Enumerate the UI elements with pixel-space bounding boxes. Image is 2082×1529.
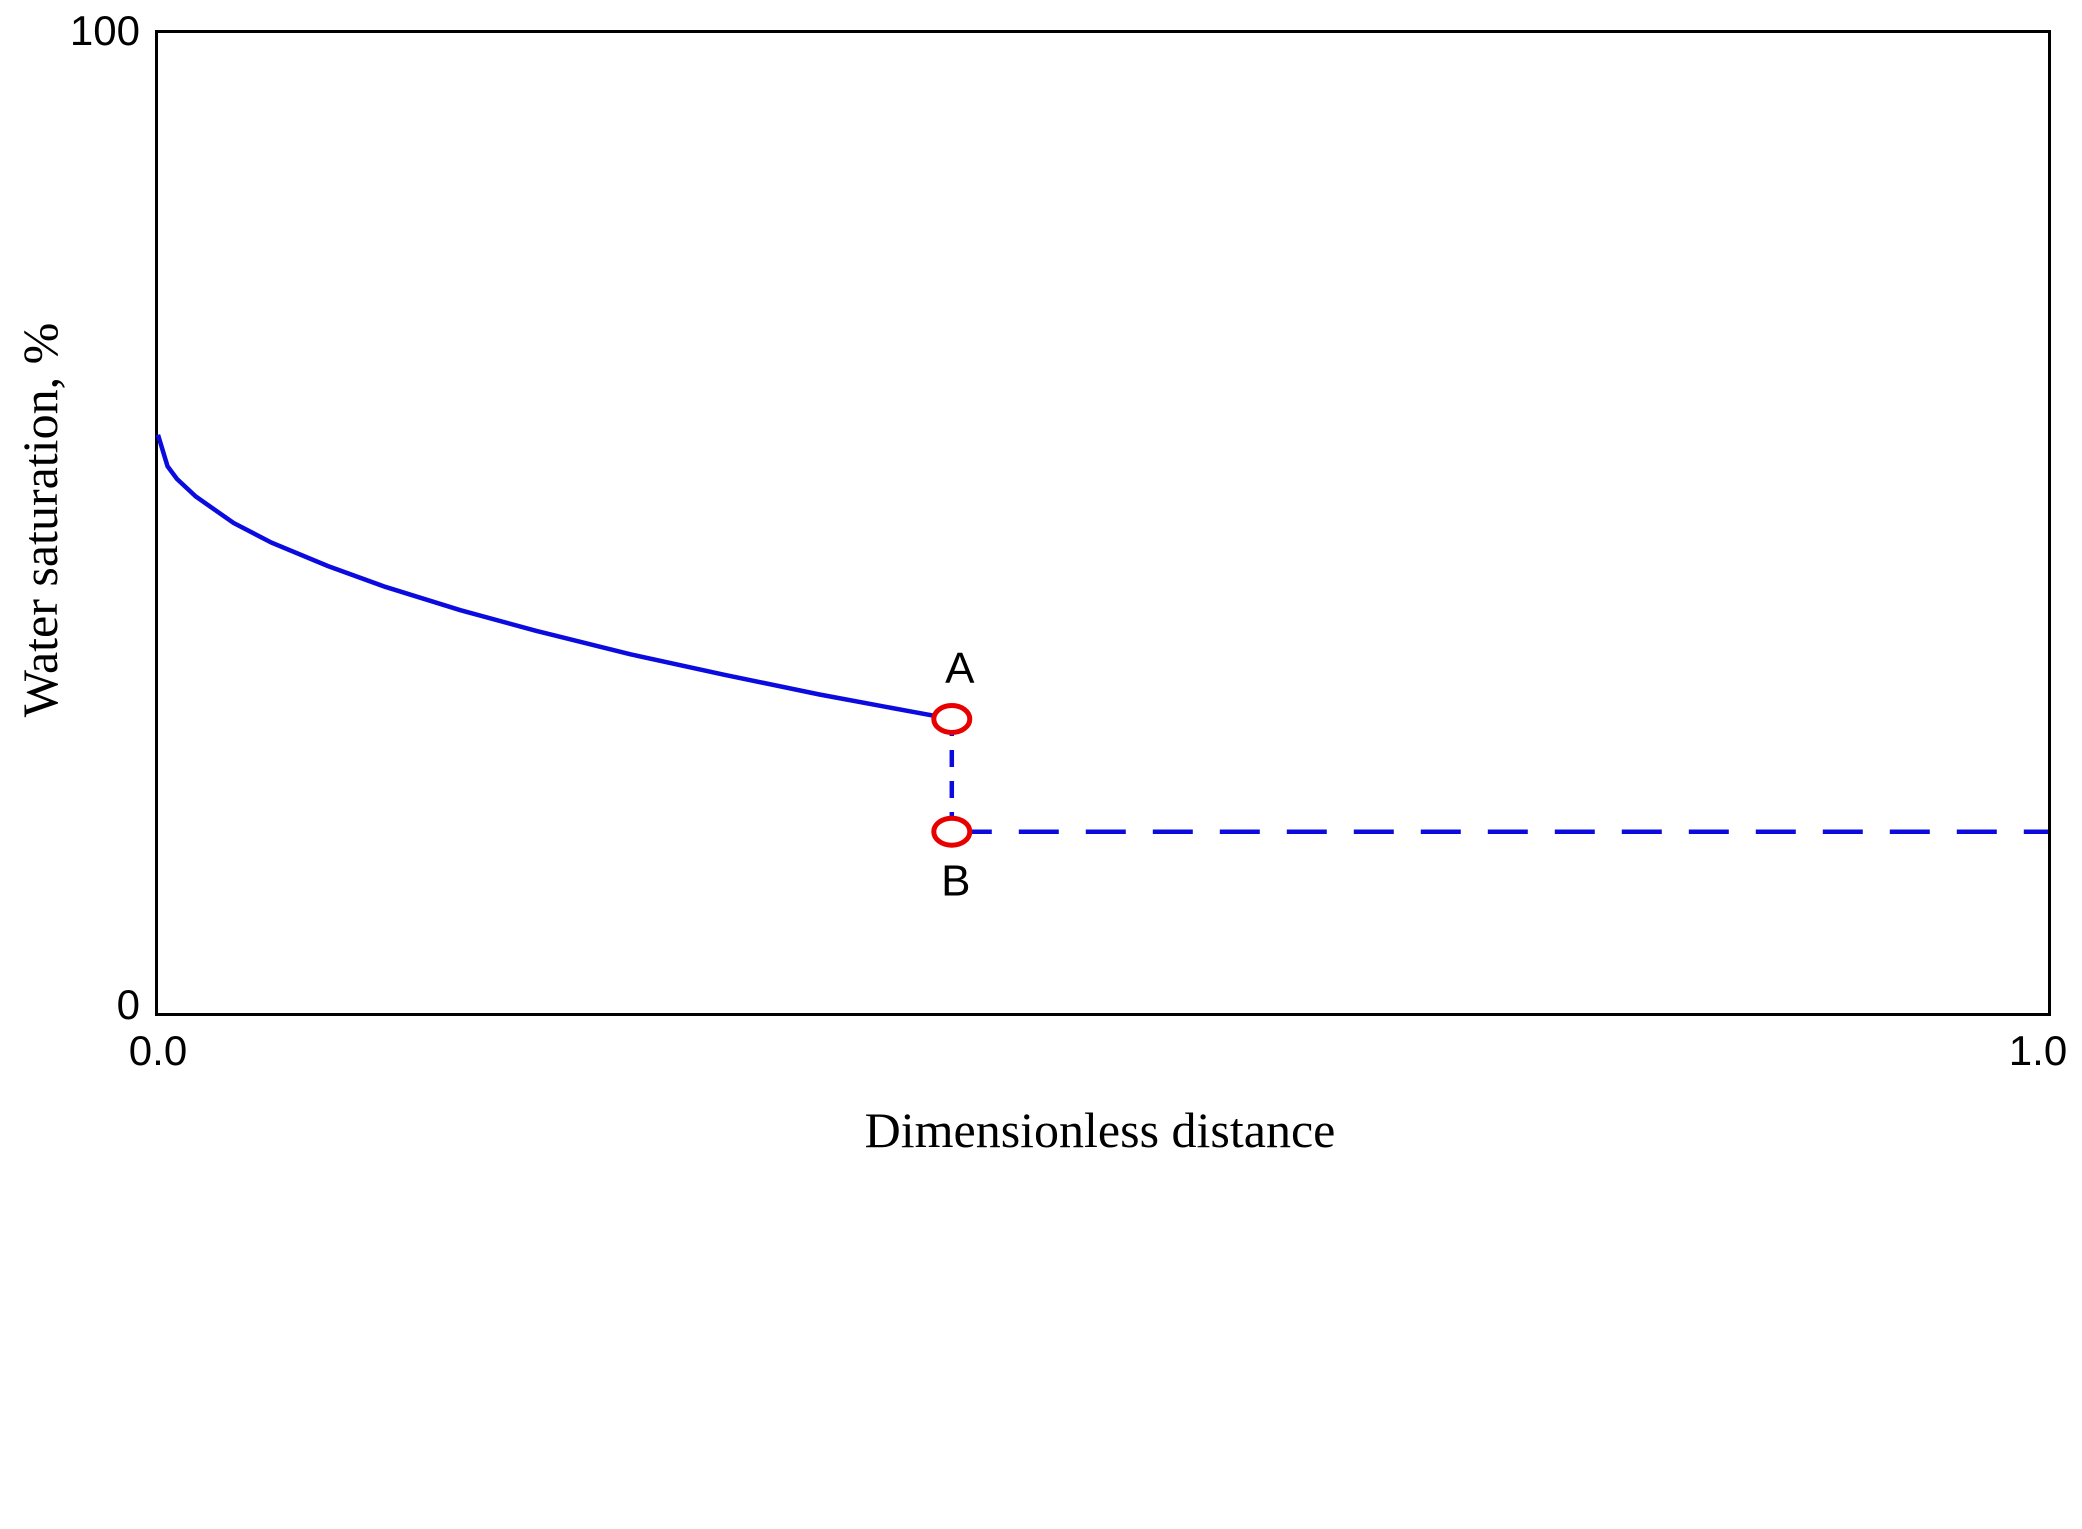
annotation-label-B: B [941,857,970,906]
series-saturation-profile [155,434,953,722]
annotation-label-A: A [945,644,975,693]
y-axis-tick-max: 100 [69,7,140,54]
point-marker-A [931,703,973,735]
x-axis-tick-min: 0.0 [128,1027,188,1074]
plot-svg: AB [155,434,2048,906]
point-marker-B [931,815,973,848]
x-axis-title: Dimensionless distance [864,1102,1336,1158]
x-axis-tick-max: 1.0 [2008,1027,2068,1074]
y-axis-title: Water saturation, % [12,322,68,718]
y-axis-tick-min: 0 [116,981,140,1028]
